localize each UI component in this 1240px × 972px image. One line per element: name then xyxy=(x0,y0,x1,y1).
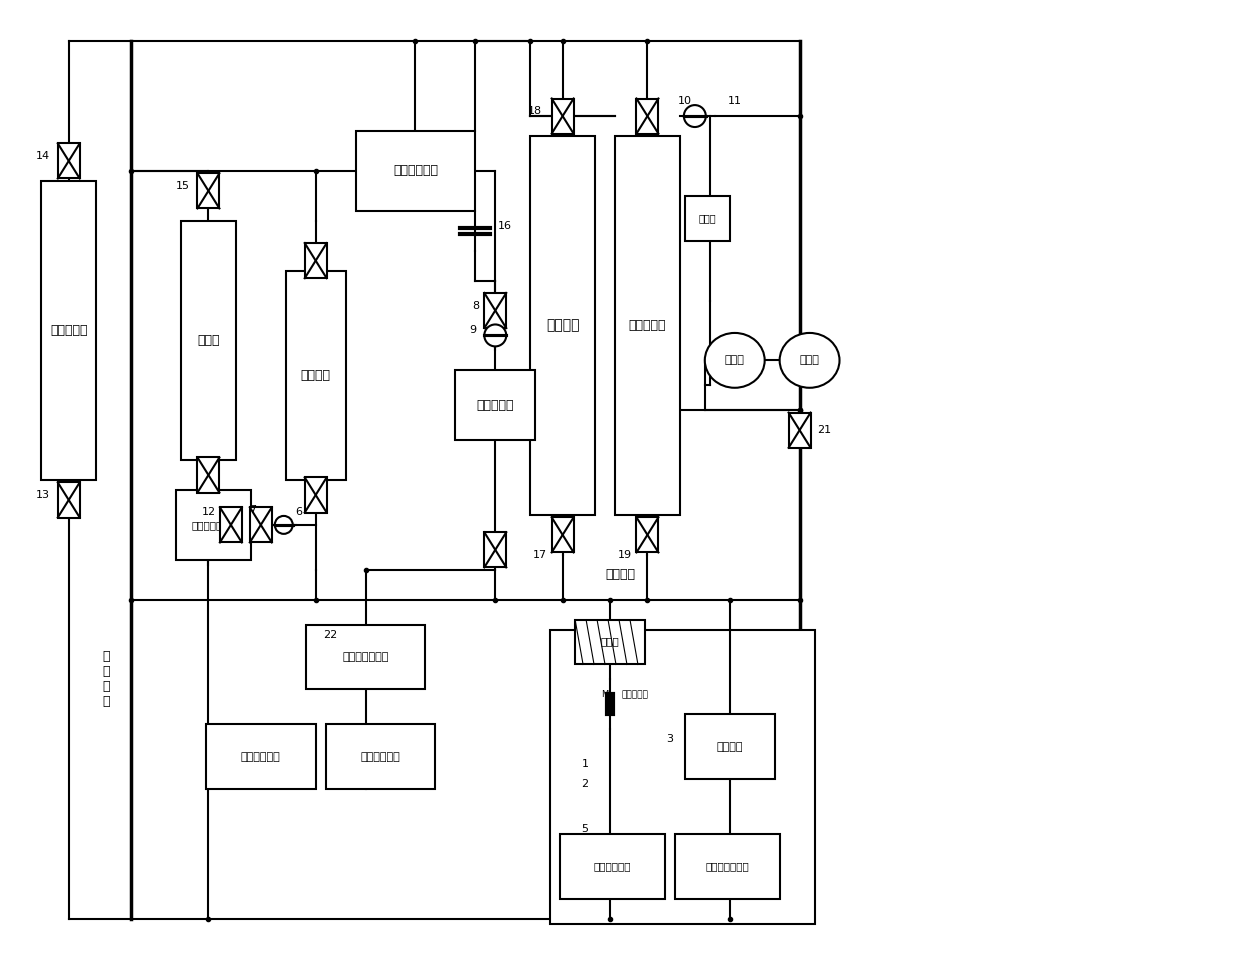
Bar xyxy=(181,221,236,460)
Text: 冲洗管: 冲洗管 xyxy=(600,637,620,646)
Text: 19: 19 xyxy=(618,550,632,560)
Text: 常压水供水泵组: 常压水供水泵组 xyxy=(342,652,389,662)
Bar xyxy=(356,131,475,211)
Bar xyxy=(560,834,665,899)
Text: 6: 6 xyxy=(295,507,303,517)
Text: 5: 5 xyxy=(582,824,589,834)
Circle shape xyxy=(275,516,293,534)
Circle shape xyxy=(485,325,506,346)
Bar xyxy=(285,270,346,480)
Bar xyxy=(636,517,658,552)
Text: 16: 16 xyxy=(498,221,512,230)
Text: 15: 15 xyxy=(176,181,190,191)
Text: M: M xyxy=(601,690,609,699)
Text: 总回水管: 总回水管 xyxy=(605,569,635,581)
Bar xyxy=(552,98,574,133)
Bar xyxy=(58,144,79,179)
Bar xyxy=(326,724,435,789)
Text: 炉顶供水环管: 炉顶供水环管 xyxy=(393,164,438,178)
Text: 17: 17 xyxy=(533,550,547,560)
Text: 冷凝水池: 冷凝水池 xyxy=(717,742,743,751)
Bar xyxy=(219,507,242,542)
Text: 冷凝水供水泵组: 冷凝水供水泵组 xyxy=(706,861,749,872)
Bar xyxy=(206,724,316,789)
Text: 软水充充水: 软水充充水 xyxy=(621,690,649,699)
Text: 风口中套: 风口中套 xyxy=(546,319,579,332)
Text: 炉底水冷管: 炉底水冷管 xyxy=(50,324,88,337)
Bar xyxy=(675,834,780,899)
Ellipse shape xyxy=(704,333,765,388)
Bar xyxy=(305,243,326,278)
Text: 13: 13 xyxy=(36,490,51,500)
Bar xyxy=(575,619,645,665)
Bar xyxy=(305,477,326,512)
Text: 8: 8 xyxy=(471,300,479,310)
Text: 2: 2 xyxy=(582,780,589,789)
Text: 膨胀罐: 膨胀罐 xyxy=(725,356,745,365)
Text: 冷却壁: 冷却壁 xyxy=(197,334,219,347)
Bar xyxy=(197,458,219,493)
Text: 18: 18 xyxy=(528,106,542,116)
Bar xyxy=(485,533,506,568)
Bar xyxy=(789,412,811,448)
Bar xyxy=(41,181,97,480)
Text: 21: 21 xyxy=(817,425,832,435)
Bar xyxy=(636,98,658,133)
Text: 二次加压泵: 二次加压泵 xyxy=(476,399,515,412)
Text: 12: 12 xyxy=(202,507,216,517)
Bar xyxy=(485,293,506,329)
Bar xyxy=(615,136,680,515)
Bar xyxy=(176,490,250,560)
Text: 3: 3 xyxy=(666,734,673,745)
Text: 22: 22 xyxy=(324,630,337,640)
Bar xyxy=(684,714,775,780)
Bar xyxy=(58,482,79,517)
Text: 热风炉各间: 热风炉各间 xyxy=(629,319,666,332)
Text: 11: 11 xyxy=(728,96,742,106)
Bar xyxy=(197,173,219,208)
Text: 冷却壁供水环管: 冷却壁供水环管 xyxy=(191,520,236,530)
Bar xyxy=(531,136,595,515)
Text: 软水供水泵组: 软水供水泵组 xyxy=(594,861,631,872)
Text: 排水箱: 排水箱 xyxy=(698,213,717,224)
Bar xyxy=(552,517,574,552)
Text: 脱气罐: 脱气罐 xyxy=(800,356,820,365)
Bar xyxy=(684,195,730,241)
Bar xyxy=(306,625,425,689)
Text: 净环水冷水池: 净环水冷水池 xyxy=(361,751,401,762)
Text: 总
供
水
管: 总 供 水 管 xyxy=(103,650,110,709)
Ellipse shape xyxy=(780,333,839,388)
Text: 9: 9 xyxy=(469,326,476,335)
Bar xyxy=(551,630,815,923)
Text: 各用户点: 各用户点 xyxy=(300,368,331,382)
Text: 14: 14 xyxy=(36,151,51,161)
Circle shape xyxy=(683,105,706,127)
Bar xyxy=(455,370,536,440)
Text: 7: 7 xyxy=(249,504,257,515)
Text: 10: 10 xyxy=(678,96,692,106)
Text: 净环水热水池: 净环水热水池 xyxy=(241,751,280,762)
Bar xyxy=(249,507,272,542)
Text: 1: 1 xyxy=(582,759,589,769)
